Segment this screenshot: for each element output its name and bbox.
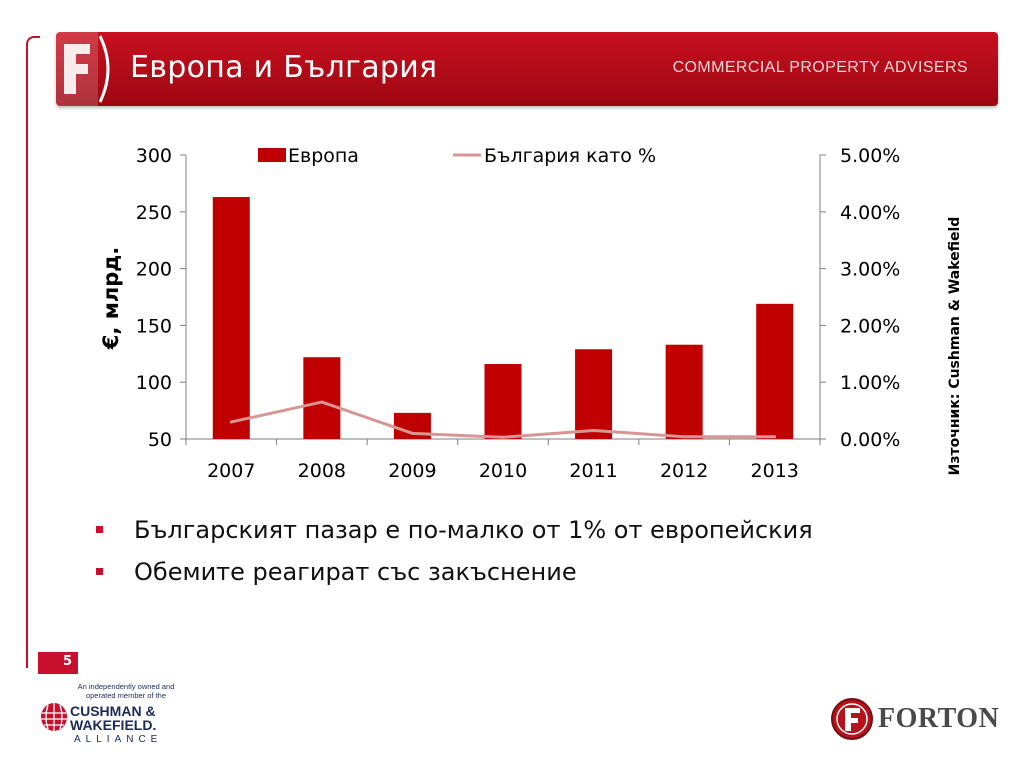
bar-europe xyxy=(303,357,341,439)
bullet-text: Българският пазар е по-малко от 1% от ев… xyxy=(134,516,813,544)
bar-europe xyxy=(575,349,613,439)
partner-name-line-2: WAKEFIELD. xyxy=(70,717,157,733)
cushman-wakefield-logo: An independently owned and operated memb… xyxy=(40,680,200,750)
bar-europe xyxy=(212,197,250,439)
source-note: Източник: Cushman & Wakefield xyxy=(940,202,970,490)
x-tick-label: 2010 xyxy=(479,460,527,482)
bullet-text: Обемите реагират със закъснение xyxy=(134,558,577,586)
x-tick-label: 2009 xyxy=(388,460,436,482)
point-bulgaria xyxy=(773,435,777,439)
y2-tick-label: 4.00% xyxy=(840,202,900,224)
y-axis-title: €, млрд. xyxy=(99,247,123,350)
forton-logo: FORTON xyxy=(830,697,1000,743)
point-bulgaria xyxy=(410,431,414,435)
bullet-item: Българският пазар е по-малко от 1% от ев… xyxy=(96,512,813,554)
y-tick-label: 150 xyxy=(136,315,172,337)
page-number: 5 xyxy=(62,654,72,669)
tagline: COMMERCIAL PROPERTY ADVISERS xyxy=(672,59,968,76)
forton-f-logo-icon xyxy=(56,32,110,106)
x-tick-label: 2008 xyxy=(298,460,346,482)
brand-name: FORTON xyxy=(878,703,1000,734)
bullet-list: Българският пазар е по-малко от 1% от ев… xyxy=(96,512,813,596)
page-number-badge: 5 xyxy=(38,652,78,674)
x-tick-label: 2011 xyxy=(569,460,617,482)
legend-label-bulgaria: България като % xyxy=(484,145,656,167)
y2-tick-label: 3.00% xyxy=(840,259,900,281)
combo-chart: 300 250 200 150 100 50 5.00% 4.00% 3.00% 2.00% 1.0… xyxy=(99,145,900,482)
x-tick-label: 2012 xyxy=(660,460,708,482)
x-tick-label: 2007 xyxy=(207,460,255,482)
y2-tick-label: 5.00% xyxy=(840,145,900,167)
point-bulgaria xyxy=(682,435,686,439)
y2-tick-label: 2.00% xyxy=(840,315,900,337)
y-tick-label: 250 xyxy=(136,202,172,224)
forton-emblem-icon xyxy=(831,698,873,740)
point-bulgaria xyxy=(501,435,505,439)
y2-tick-label: 1.00% xyxy=(840,372,900,394)
legend-swatch-europe xyxy=(258,148,286,162)
legend-label-europe: Европа xyxy=(288,145,359,167)
bar-europe xyxy=(665,344,703,439)
chart-area: 300 250 200 150 100 50 5.00% 4.00% 3.00% 2.00% 1.0… xyxy=(60,130,940,500)
left-guide-line xyxy=(26,36,40,668)
source-note-text: Източник: Cushman & Wakefield xyxy=(947,216,963,476)
partner-name: CUSHMAN & WAKEFIELD. xyxy=(70,704,156,732)
partner-name-line-1: CUSHMAN & xyxy=(70,703,156,719)
bullet-square-icon xyxy=(96,568,103,575)
globe-icon xyxy=(41,703,67,731)
page-title: Европа и България xyxy=(130,50,438,85)
y-tick-label: 200 xyxy=(136,259,172,281)
header-banner: Европа и България COMMERCIAL PROPERTY AD… xyxy=(56,32,998,106)
bullet-square-icon xyxy=(96,526,103,533)
partner-alliance: ALLIANCE xyxy=(74,734,163,745)
point-bulgaria xyxy=(320,400,324,404)
y-tick-label: 50 xyxy=(148,429,172,451)
bullet-item: Обемите реагират със закъснение xyxy=(96,554,813,596)
y2-tick-label: 0.00% xyxy=(840,429,900,451)
bar-europe xyxy=(484,364,522,439)
point-bulgaria xyxy=(229,420,233,424)
y-tick-label: 300 xyxy=(136,145,172,167)
bar-europe xyxy=(756,303,794,439)
x-tick-label: 2013 xyxy=(751,460,799,482)
point-bulgaria xyxy=(592,428,596,432)
y-tick-label: 100 xyxy=(136,372,172,394)
partner-note: An independently owned and operated memb… xyxy=(77,682,175,700)
